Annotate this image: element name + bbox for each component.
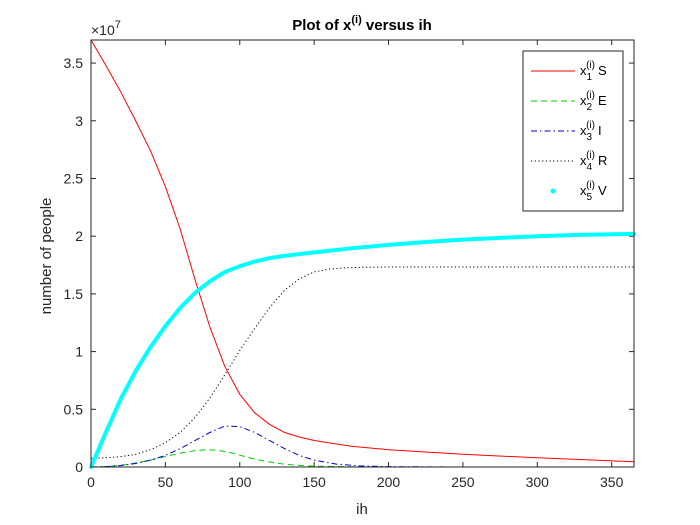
series-line-r [90, 266, 634, 459]
legend-label-name: I [598, 123, 602, 138]
legend-label: x1(i) S [580, 60, 607, 83]
x-tick-label: 250 [451, 474, 475, 490]
legend-label-base: x [580, 63, 587, 78]
y-exponent-power: 7 [115, 19, 121, 31]
y-tick-label: 2.5 [64, 170, 84, 186]
legend-label-subscript: 1 [587, 72, 593, 83]
legend-label-name: E [598, 93, 607, 108]
x-tick-label: 300 [526, 474, 550, 490]
legend-label: x4(i) R [580, 150, 607, 173]
legend-entry-r: x4(i) R [531, 150, 607, 173]
y-exponent-base: ×10 [91, 22, 115, 38]
legend-label-base: x [580, 93, 587, 108]
y-exponent-label: ×107 [91, 19, 121, 38]
legend-label-base: x [580, 123, 587, 138]
series-line-s [90, 39, 635, 463]
legend-label-base: x [580, 153, 587, 168]
y-axis-label: number of people [38, 198, 55, 315]
x-tick-label: 50 [158, 474, 174, 490]
legend: x1(i) Sx2(i) Ex3(i) Ix4(i) Rx5(i) V [522, 50, 624, 212]
legend-label-name: V [598, 183, 607, 198]
x-tick-label: 100 [228, 474, 252, 490]
legend-label-subscript: 2 [587, 102, 593, 113]
legend-label: x2(i) E [580, 90, 607, 113]
series-line-i [90, 425, 634, 468]
legend-label: x5(i) V [580, 180, 607, 203]
legend-label-subscript: 5 [587, 192, 593, 203]
legend-entry-i: x3(i) I [531, 120, 602, 143]
y-tick-label: 3.5 [64, 55, 84, 71]
x-axis-label: ih [356, 501, 368, 518]
legend-label-name: S [598, 63, 607, 78]
x-tick-label: 150 [302, 474, 326, 490]
legend-label-subscript: 4 [587, 162, 593, 173]
legend-label-superscript: (i) [586, 90, 595, 101]
x-tick-label: 350 [600, 474, 624, 490]
ticks-layer: 0 50 100 150 200 250 300 350 0 0.5 1 1.5 2 2.5 3 3.5 [64, 40, 634, 490]
x-tick-label: 200 [377, 474, 401, 490]
series-line-e [90, 449, 634, 468]
legend-label-base: x [580, 183, 587, 198]
chart-title: Plot of x(i) versus ih [292, 14, 432, 34]
legend-entry-e: x2(i) E [531, 90, 607, 113]
legend-entry-s: x1(i) S [531, 60, 607, 83]
series-layer [89, 39, 636, 469]
y-tick-label: 2 [75, 228, 83, 244]
y-tick-label: 1 [75, 344, 83, 360]
y-tick-label: 0.5 [64, 401, 84, 417]
legend-label-superscript: (i) [586, 180, 595, 191]
legend-label-superscript: (i) [586, 60, 595, 71]
plot-area-border [90, 39, 635, 468]
legend-label-name: R [598, 153, 607, 168]
chart-title-base: Plot of x [292, 17, 352, 34]
y-tick-label: 1.5 [64, 286, 84, 302]
legend-label-subscript: 3 [587, 132, 593, 143]
legend-label-superscript: (i) [586, 150, 595, 161]
chart-title-superscript: (i) [351, 14, 362, 26]
x-tick-label: 0 [87, 474, 95, 490]
legend-entry-v: x5(i) V [550, 180, 607, 203]
legend-marker [550, 188, 556, 194]
y-tick-label: 0 [75, 459, 83, 475]
legend-label: x3(i) I [580, 120, 602, 143]
y-tick-label: 3 [75, 113, 83, 129]
series-line-v [89, 231, 636, 469]
chart-title-rest: versus ih [362, 17, 432, 34]
legend-label-superscript: (i) [586, 120, 595, 131]
